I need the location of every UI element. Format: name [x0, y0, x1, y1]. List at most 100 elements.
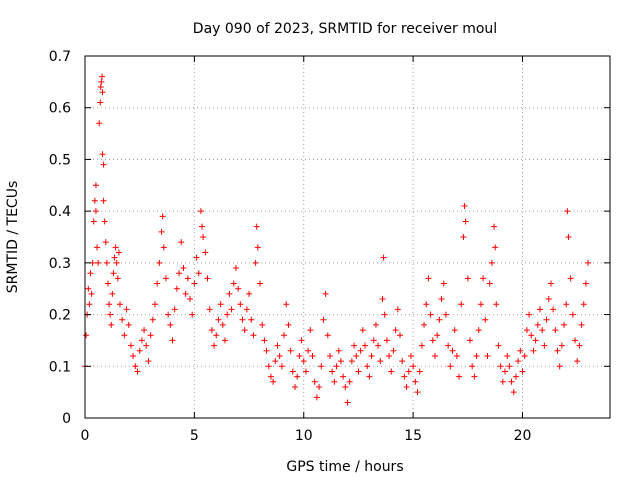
data-point	[534, 321, 541, 328]
data-point	[322, 290, 329, 297]
data-point	[362, 342, 368, 349]
data-point	[486, 280, 493, 287]
data-point	[458, 301, 465, 308]
data-point	[169, 337, 176, 344]
data-point	[545, 296, 552, 303]
data-point	[87, 270, 94, 277]
data-point	[138, 337, 145, 344]
data-point	[237, 301, 244, 308]
data-point	[152, 301, 158, 308]
data-point	[254, 244, 261, 251]
y-axis-label: SRMTID / TECUs	[5, 181, 21, 294]
data-point	[97, 99, 104, 106]
data-point	[222, 337, 228, 344]
y-tick-label: 0.7	[49, 49, 71, 65]
data-point	[206, 306, 213, 313]
x-axis-label: GPS time / hours	[286, 459, 403, 475]
data-point	[94, 244, 101, 251]
data-point	[348, 358, 355, 365]
y-tick-label: 0.6	[49, 101, 71, 117]
data-point	[180, 265, 187, 272]
data-point	[204, 275, 211, 282]
axis-ticks: 0 5 10 15 20 0 0.1 0.2 0.3 0.4 0.5 0.6 0.7	[49, 49, 610, 444]
data-point	[386, 352, 393, 359]
data-point	[375, 342, 382, 349]
data-point	[447, 363, 454, 370]
data-point	[102, 239, 109, 246]
data-point	[173, 285, 180, 292]
data-point	[469, 363, 476, 370]
data-point	[156, 259, 163, 266]
data-point	[351, 342, 358, 349]
data-point	[370, 337, 377, 344]
data-point	[550, 306, 557, 313]
data-point	[517, 347, 524, 354]
data-point	[488, 259, 495, 266]
data-point	[141, 327, 148, 334]
data-point	[547, 280, 554, 287]
data-point	[383, 337, 390, 344]
data-point	[392, 327, 399, 334]
data-point	[107, 311, 114, 318]
data-point	[492, 244, 499, 251]
data-point	[504, 352, 511, 359]
data-point	[103, 259, 110, 266]
data-point	[491, 223, 498, 230]
x-tick-label: 0	[81, 428, 90, 444]
data-point	[512, 373, 519, 380]
data-point	[109, 290, 116, 297]
data-point	[530, 347, 537, 354]
data-point	[287, 347, 294, 354]
data-point	[397, 332, 403, 339]
data-point	[567, 275, 574, 282]
data-point	[83, 332, 90, 339]
data-point	[368, 352, 375, 359]
data-point	[211, 342, 218, 349]
data-point	[564, 208, 571, 215]
data-point	[508, 378, 515, 385]
data-point	[278, 363, 285, 370]
data-point	[95, 259, 102, 266]
data-point	[342, 383, 349, 390]
data-point	[449, 347, 456, 354]
data-point	[208, 327, 215, 334]
data-point	[215, 316, 222, 323]
data-point	[569, 311, 576, 318]
data-point	[281, 332, 288, 339]
y-tick-label: 0.4	[49, 204, 71, 220]
data-point	[250, 332, 257, 339]
data-point	[307, 327, 314, 334]
data-point	[100, 161, 107, 168]
data-point	[427, 311, 434, 318]
data-point	[104, 280, 111, 287]
data-point	[134, 368, 141, 375]
data-point	[232, 265, 239, 272]
data-point	[366, 373, 373, 380]
data-point	[165, 311, 172, 318]
data-point	[162, 275, 169, 282]
data-point	[464, 275, 471, 282]
data-point	[110, 270, 117, 277]
data-point	[121, 332, 128, 339]
chart-title: Day 090 of 2023, SRMTID for receiver mou…	[193, 21, 497, 37]
data-point	[202, 249, 209, 256]
data-point	[434, 332, 441, 339]
data-point	[99, 151, 106, 158]
data-point	[394, 306, 401, 313]
data-point	[187, 296, 193, 303]
data-point	[90, 218, 97, 225]
data-point	[541, 342, 548, 349]
data-point	[423, 301, 430, 308]
data-point	[158, 228, 165, 235]
y-tick-label: 0.5	[49, 152, 71, 168]
data-point	[364, 363, 371, 370]
plot-frame	[84, 55, 611, 419]
data-point	[327, 352, 333, 359]
data-point	[217, 301, 224, 308]
data-point	[106, 301, 113, 308]
data-point	[565, 234, 572, 240]
data-point	[561, 321, 568, 328]
data-point	[272, 358, 279, 365]
data-point	[213, 332, 220, 339]
data-point	[191, 280, 198, 287]
